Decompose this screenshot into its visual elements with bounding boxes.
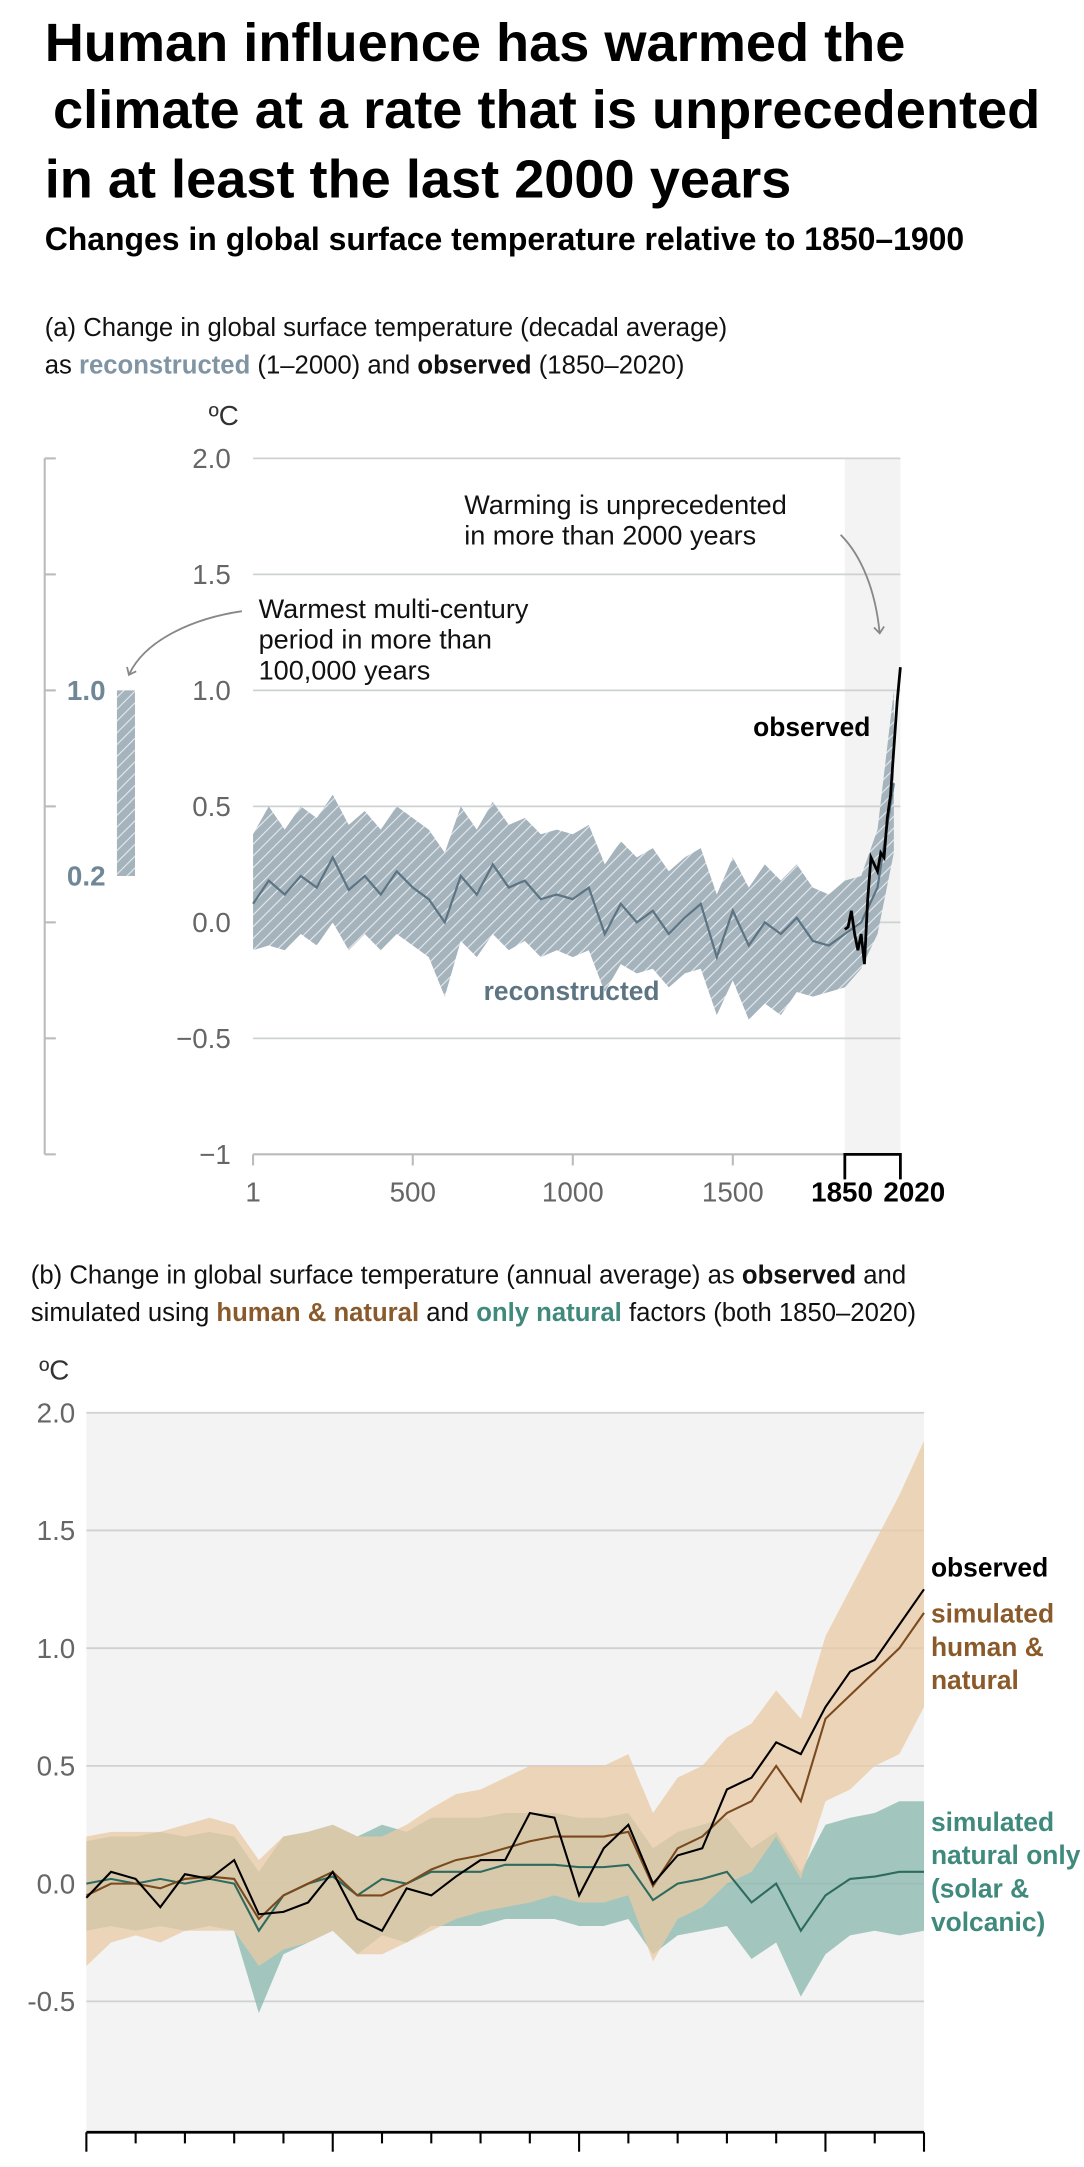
natural-line	[86, 1863, 925, 1933]
x-tick-label-bold: 2020	[893, 2166, 955, 2167]
x-tick-label: 1950	[548, 2166, 610, 2167]
arrow-warmest	[126, 610, 243, 677]
x-tick-label-bold: 1850	[811, 1177, 873, 1208]
y-tick-label: 1.5	[192, 559, 231, 590]
y-tick-label: 0.0	[37, 1868, 76, 1899]
natural-label: volcanic)	[931, 1907, 1045, 1937]
panel-b-caption-1: (b) Change in global surface temperature…	[31, 1262, 906, 1290]
x-tick-label: 1	[245, 1177, 260, 1208]
panel-b-caption-2: simulated using human & natural and only…	[31, 1299, 916, 1327]
reconstructed-band	[253, 690, 894, 1020]
y-unit-label: ºC	[39, 1354, 69, 1385]
natural-label: (solar &	[931, 1874, 1029, 1904]
y-tick-label: 0.5	[37, 1751, 76, 1782]
panel-b-chart: 2.0 1.5 1.0 0.5 0.0 -0.5 ºC 1900 1950 2000 1850 202…	[27, 1354, 1080, 2167]
annotation-warmest: Warmest multi-century	[259, 593, 529, 624]
observed-line	[85, 1588, 925, 1933]
annotation-unprecedented: Warming is unprecedented	[464, 489, 787, 520]
human-natural-label: natural	[931, 1665, 1019, 1695]
human-natural-label: human &	[931, 1632, 1044, 1662]
human-natural-band	[86, 1440, 925, 1967]
x-tick-label-bold: 2020	[883, 1177, 945, 1208]
side-scale-label: 0.2	[67, 861, 106, 892]
y-tick-label: 2.0	[192, 443, 231, 474]
title-line-1: Human influence has warmed the	[45, 13, 906, 73]
annotation-warmest: 100,000 years	[259, 654, 431, 685]
natural-label: simulated	[931, 1807, 1054, 1837]
y-tick-label: 0.0	[192, 907, 231, 938]
observed-line	[844, 667, 902, 965]
y-tick-label: -0.5	[27, 1986, 75, 2017]
natural-label: natural only	[931, 1840, 1081, 1870]
human-natural-line	[85, 1612, 925, 1921]
y-tick-label: 1.0	[192, 675, 231, 706]
y-tick-label: −0.5	[176, 1023, 231, 1054]
x-tick-label: 2000	[795, 2166, 857, 2167]
observed-label: observed	[931, 1553, 1048, 1583]
arrow-unprecedented	[840, 534, 885, 635]
title-line-3: in at least the last 2000 years	[45, 149, 792, 209]
human-natural-label: simulated	[931, 1598, 1054, 1628]
subtitle: Changes in global surface temperature re…	[45, 221, 964, 257]
y-unit-label: ºC	[209, 400, 239, 431]
side-scale-label: 1.0	[67, 675, 106, 706]
warmest-period-bar	[116, 690, 135, 876]
annotation-unprecedented: in more than 2000 years	[464, 520, 756, 551]
y-tick-label: 2.0	[37, 1397, 76, 1428]
annotation-warmest: period in more than	[259, 624, 492, 655]
y-tick-label: 1.0	[37, 1633, 76, 1664]
observed-label: observed	[753, 712, 870, 742]
x-tick-label-bold: 1850	[78, 2166, 140, 2167]
y-tick-label: 0.5	[192, 791, 231, 822]
panel-a-caption-2: as reconstructed (1–2000) and observed (…	[45, 352, 685, 380]
reconstructed-label: reconstructed	[484, 976, 660, 1006]
y-tick-label: 1.5	[37, 1515, 76, 1546]
x-tick-label: 1000	[542, 1177, 604, 1208]
x-tick-label: 1500	[702, 1177, 764, 1208]
panel-a-caption-1: (a) Change in global surface temperature…	[45, 314, 728, 342]
reconstructed-line	[252, 783, 895, 961]
x-tick-label: 1900	[302, 2166, 364, 2167]
x-tick-label: 500	[390, 1177, 436, 1208]
title-line-2: climate at a rate that is unprecedented	[53, 80, 1040, 140]
y-tick-label: −1	[199, 1139, 231, 1170]
modern-period-bracket	[843, 1152, 902, 1180]
